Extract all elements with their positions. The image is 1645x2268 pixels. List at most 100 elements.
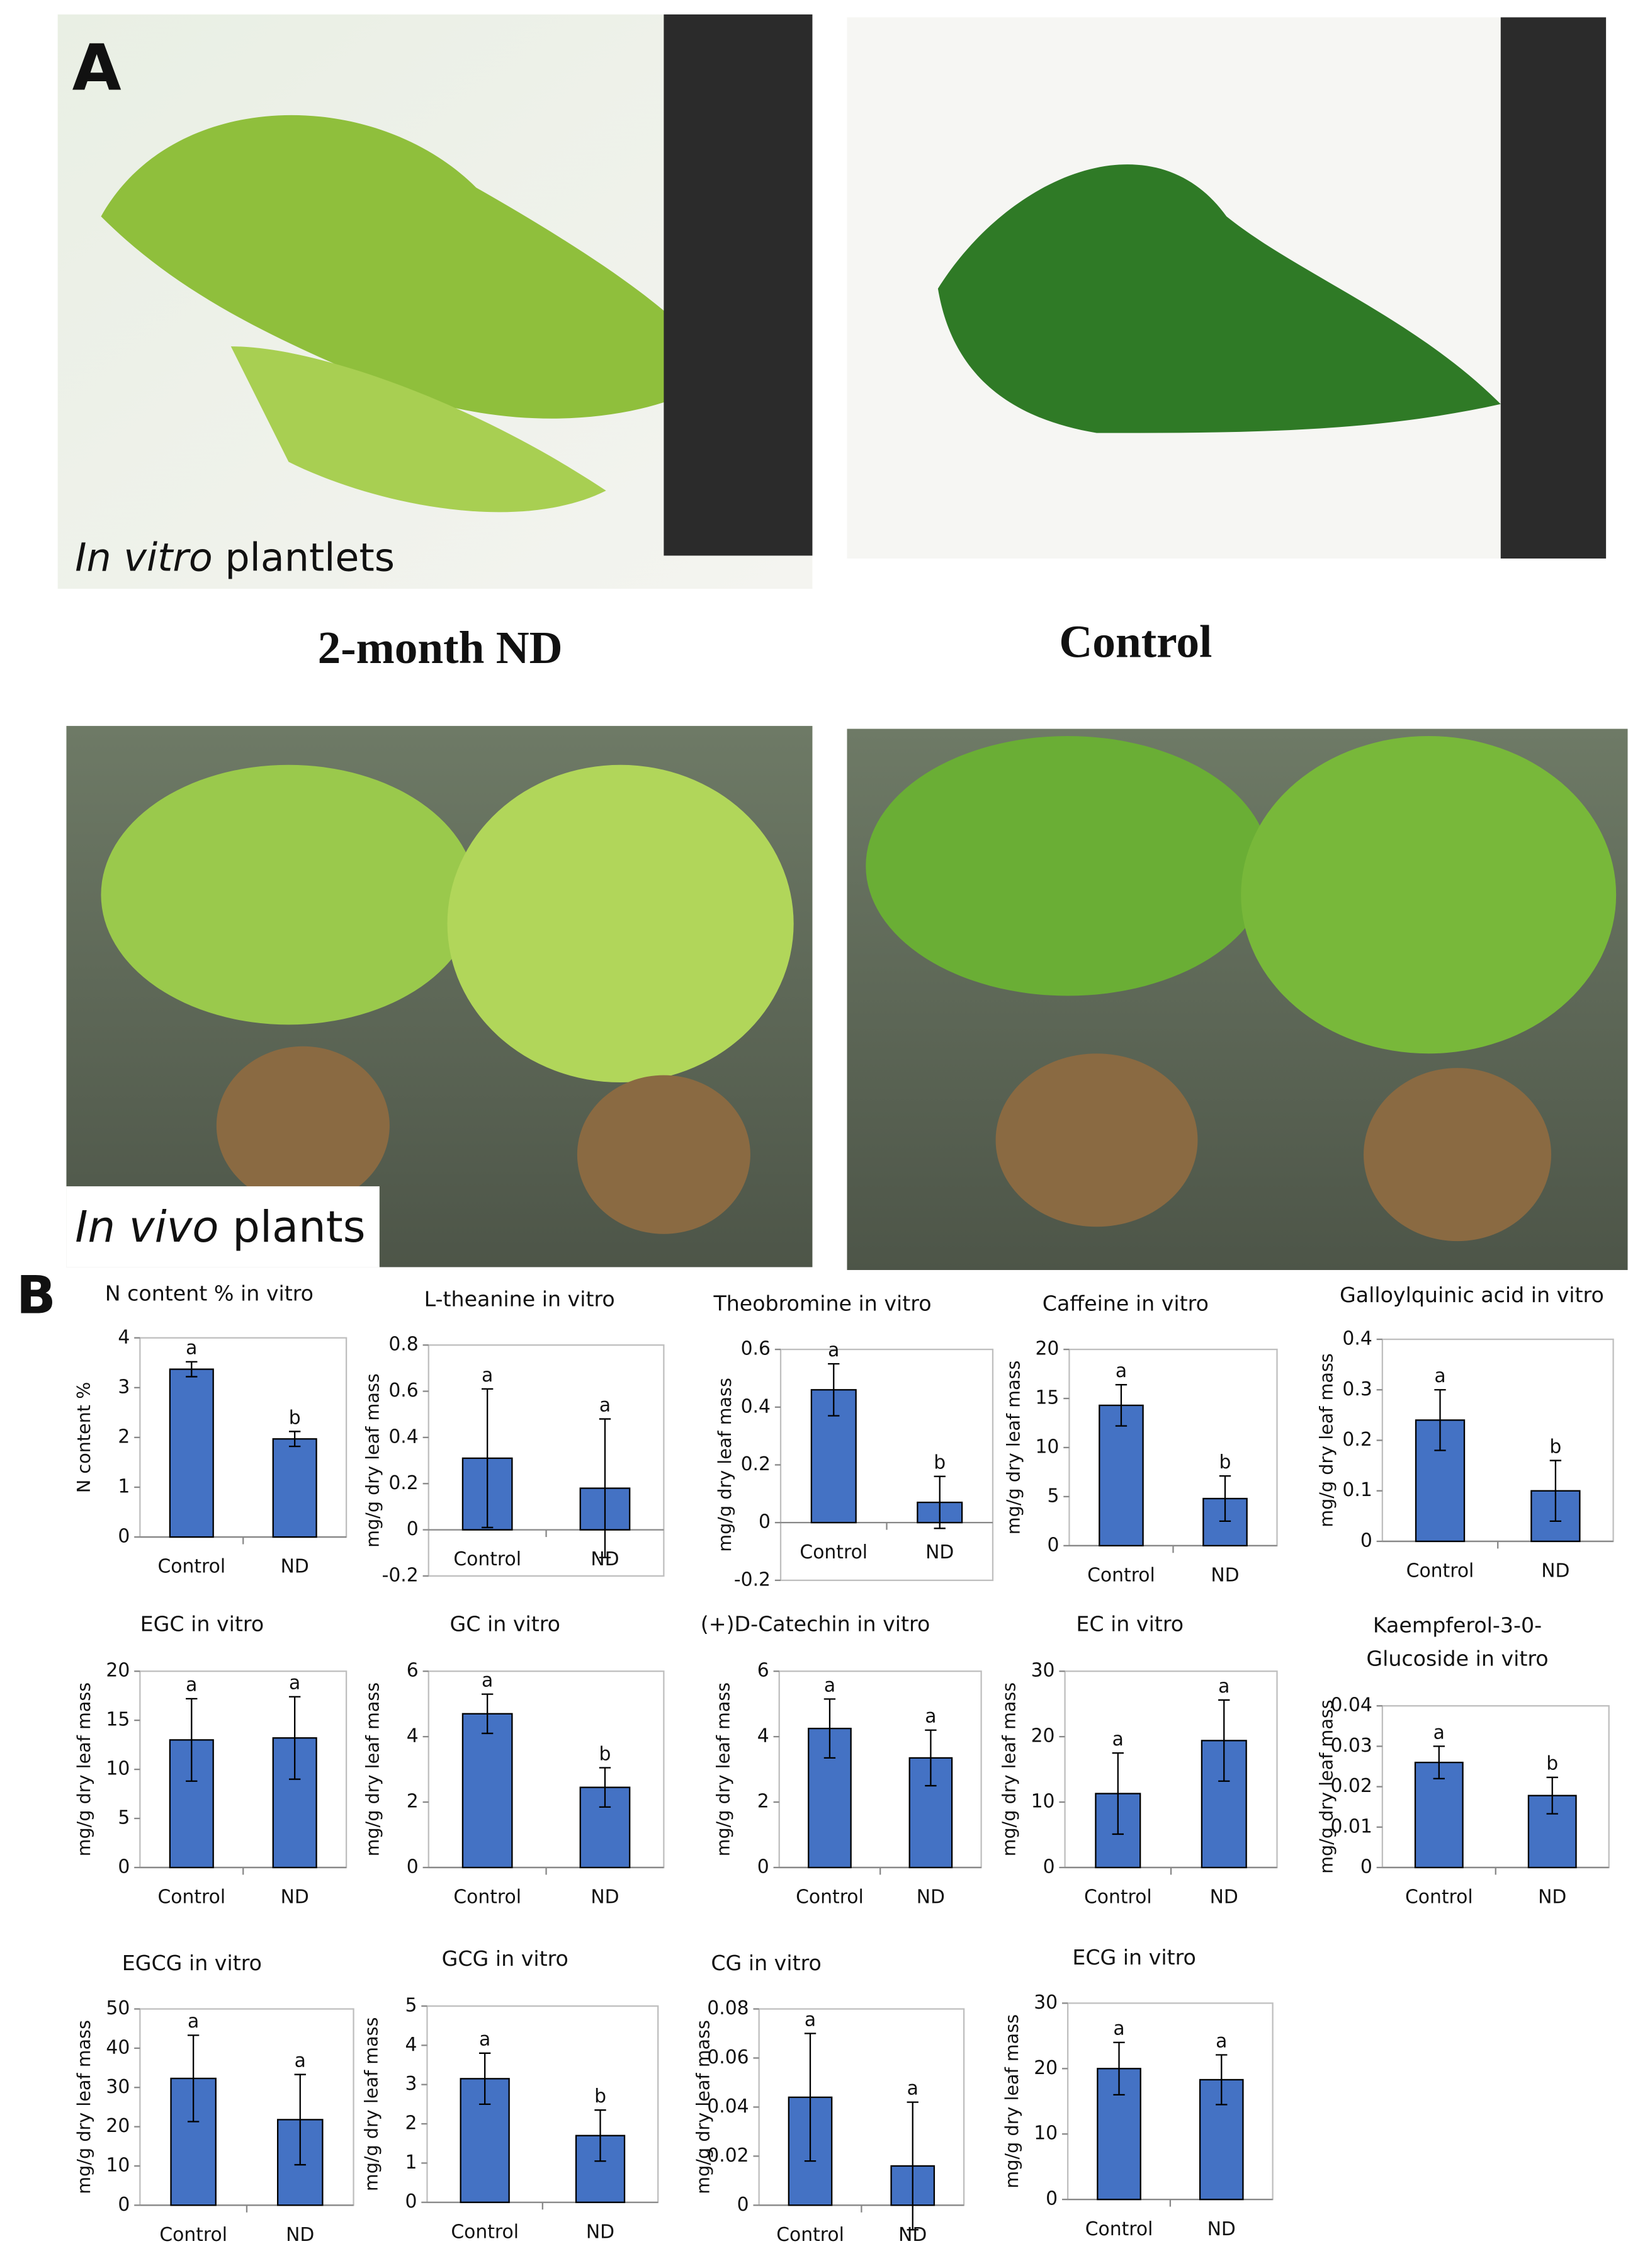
significance-letter: b [1549, 1436, 1561, 1458]
error-bar [1112, 1752, 1124, 1835]
significance-letter: b [934, 1452, 946, 1474]
y-tick-label: 10 [106, 1758, 130, 1780]
y-tick-label: 2 [407, 1791, 419, 1813]
leaf [230, 346, 606, 513]
y-tick-label: 20 [1034, 2057, 1058, 2079]
error-bar [187, 2034, 200, 2123]
chart-title: Caffeine in vitro [1043, 1291, 1209, 1316]
x-tick-label: ND [586, 2221, 614, 2243]
foliage [1241, 735, 1617, 1054]
y-tick-label: 4 [407, 1725, 419, 1747]
pot [577, 1075, 750, 1234]
photo-caption: In vivo plants [75, 1202, 365, 1252]
plot-frame [427, 1344, 665, 1577]
error-bar [1434, 1389, 1446, 1451]
caption-box [66, 1186, 380, 1267]
significance-letter: a [479, 2029, 490, 2051]
y-tick-label: 0.3 [1342, 1378, 1372, 1400]
y-tick-label: 0 [737, 2194, 749, 2216]
error-bar [804, 2033, 817, 2162]
panel-label: A [72, 30, 122, 105]
chart-title: EC in vitro [1076, 1611, 1184, 1636]
y-axis-label: N content % [73, 1382, 94, 1494]
significance-letter: a [482, 1669, 493, 1691]
y-tick-label: 1 [405, 2152, 417, 2174]
y-tick-label: 20 [1035, 1338, 1059, 1360]
y-tick-label: 0 [1360, 1529, 1372, 1551]
x-tick-label: Control [800, 1541, 868, 1563]
y-axis-label: mg/g dry leaf mass [714, 1378, 735, 1552]
significance-letter: b [1219, 1451, 1231, 1473]
chart-title: EGC in vitro [140, 1611, 264, 1636]
y-tick-label: 4 [118, 1326, 130, 1348]
significance-letter: a [1116, 1360, 1127, 1382]
chart-title: L-theanine in vitro [424, 1287, 615, 1312]
significance-letter: a [1218, 1675, 1230, 1698]
foliage [866, 735, 1270, 996]
x-tick-label: Control [776, 2224, 844, 2246]
y-tick-label: -0.2 [382, 1564, 419, 1586]
caption-rest: plants [218, 1202, 365, 1252]
y-tick-label: 0.1 [1342, 1479, 1372, 1501]
leaf [101, 115, 722, 419]
x-tick-label: Control [796, 1886, 864, 1908]
y-axis-label: mg/g dry leaf mass [73, 1682, 94, 1857]
x-tick-label: ND [1210, 1886, 1238, 1908]
significance-letter: b [599, 1743, 611, 1765]
y-axis-label: mg/g dry leaf mass [1001, 2014, 1022, 2189]
bar [1099, 1404, 1144, 1546]
ruler [664, 14, 813, 556]
error-bar [186, 1698, 198, 1782]
chart-title: ECG in vitro [1072, 1945, 1196, 1970]
error-bar [934, 1475, 946, 1529]
y-tick-label: 30 [1031, 1660, 1055, 1682]
error-bar [907, 2101, 919, 2231]
error-bar [828, 1363, 840, 1417]
y-tick-label: 0.2 [741, 1453, 771, 1475]
significance-letter: a [1112, 1728, 1124, 1750]
pot [995, 1053, 1198, 1227]
leaf [937, 164, 1501, 433]
y-tick-label: 4 [757, 1725, 769, 1747]
significance-letter: a [805, 2009, 816, 2031]
y-axis-label: mg/g dry leaf mass [713, 1682, 734, 1857]
x-tick-label: ND [917, 1886, 945, 1908]
x-tick-label: ND [281, 1556, 309, 1578]
y-tick-label: 30 [1034, 1992, 1058, 2014]
significance-letter: a [295, 2050, 306, 2072]
y-tick-label: 2 [405, 2112, 417, 2135]
pot [216, 1046, 390, 1205]
significance-letter: a [186, 1674, 197, 1696]
y-tick-label: 0 [407, 1518, 419, 1540]
y-tick-label: 0 [407, 1856, 419, 1878]
y-tick-label: 0.02 [707, 2145, 749, 2167]
x-tick-label: Control [157, 1556, 225, 1578]
y-axis-label: mg/g dry leaf mass [360, 2017, 382, 2192]
error-bar [481, 1693, 494, 1735]
significance-letter: a [824, 1674, 835, 1696]
error-bar [1546, 1776, 1558, 1815]
y-tick-label: 0 [759, 1511, 771, 1533]
significance-letter: b [594, 2085, 606, 2107]
y-tick-label: 40 [106, 2036, 130, 2058]
significance-letter: a [1433, 1721, 1445, 1744]
y-tick-label: 2 [757, 1791, 769, 1813]
chart-title: GCG in vitro [442, 1946, 568, 1971]
y-tick-label: 0.03 [1330, 1735, 1372, 1757]
y-tick-label: 0 [405, 2191, 417, 2213]
x-tick-label: Control [1085, 2218, 1153, 2240]
chart-title: N content % in vitro [105, 1281, 314, 1305]
error-bar [1115, 1384, 1128, 1427]
x-tick-label: Control [451, 2221, 519, 2243]
error-bar [1549, 1460, 1562, 1522]
column-label: Control [1059, 616, 1212, 667]
chart-title: Kaempferol-3-0- [1373, 1613, 1542, 1638]
caption-italic: In vivo [75, 1202, 218, 1252]
error-bar [294, 2073, 306, 2166]
x-tick-label: Control [159, 2224, 227, 2246]
significance-letter: a [1434, 1365, 1445, 1387]
y-tick-label: 20 [106, 1660, 130, 1682]
error-bar [1113, 2041, 1125, 2096]
y-tick-label: 0 [118, 2194, 130, 2216]
